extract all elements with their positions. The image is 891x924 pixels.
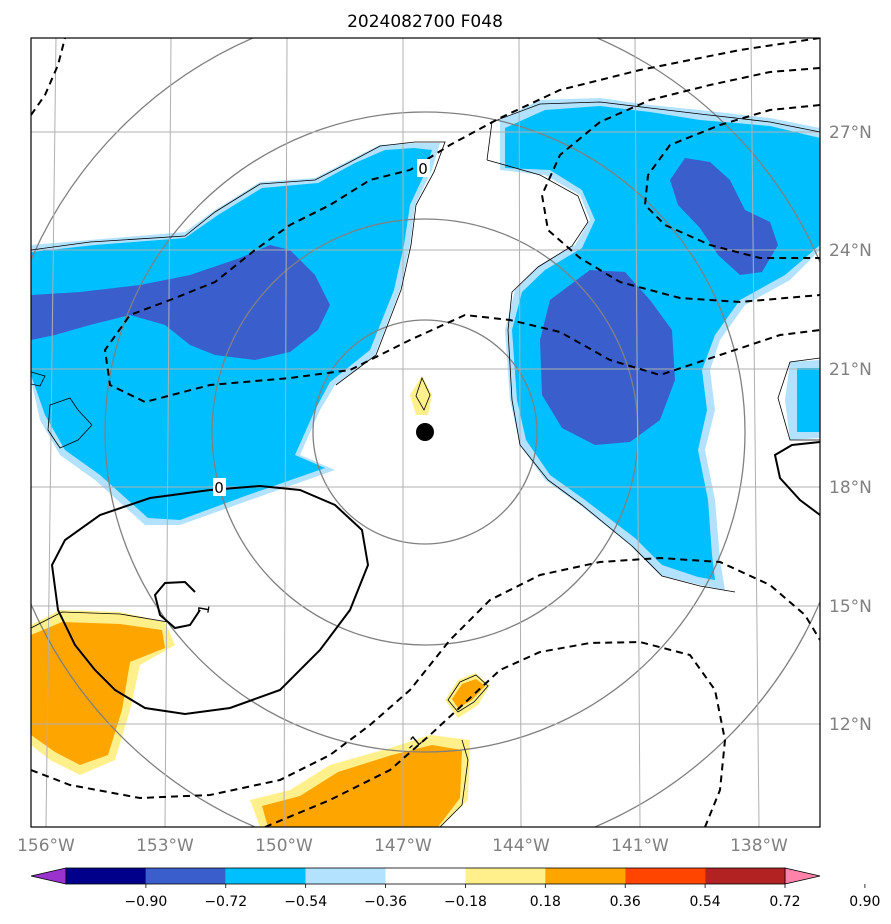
negative-region-east-edge-core	[797, 368, 820, 432]
contour-label-zero-southwest: 0	[214, 479, 224, 497]
contour-label-zero-north: 0	[418, 160, 428, 178]
colorbar-extend-high	[784, 867, 821, 885]
dashed-contour-northwest-corner	[31, 38, 66, 116]
colorbar-tick-label: 0.54	[690, 894, 721, 910]
contour-label-one: 1	[194, 603, 213, 616]
colorbar-segment	[385, 868, 466, 884]
island-outline-west-small	[31, 371, 46, 387]
contour-label-bg-1	[417, 159, 430, 177]
colorbar-segment	[145, 868, 226, 884]
figure-title: 2024082700 F048	[347, 12, 503, 32]
colorbar-frame	[65, 867, 786, 885]
meridian-156w	[45, 38, 57, 827]
lat-label: 15°N	[829, 597, 872, 617]
lon-label: 153°W	[136, 836, 194, 856]
meridian-153w	[164, 38, 172, 827]
colorbar-segment	[305, 868, 386, 884]
meridian-141w	[634, 38, 641, 827]
colorbar-tick-label: −0.36	[364, 894, 407, 910]
lat-label: 18°N	[829, 478, 872, 498]
meridian-150w	[283, 38, 288, 827]
outline-northwest-band	[31, 141, 446, 386]
dashed-contour-northeast-loop	[643, 104, 820, 259]
lat-label: 12°N	[829, 715, 872, 735]
outline-northeast-west-edge	[486, 159, 736, 593]
colorbar-tick-label: 0.90	[849, 894, 880, 910]
colorbar-extend-low	[30, 867, 67, 885]
solid-contour-zero-southwest	[50, 484, 370, 716]
lon-label: 150°W	[255, 836, 313, 856]
outline-positive-southwest	[31, 611, 169, 629]
contour-label-bg-2	[213, 478, 226, 496]
colorbar: −0.90 −0.72 −0.54 −0.36 −0.18 0.18 0.36 0.54 0.7…	[30, 867, 880, 910]
outline-positive-south	[439, 739, 469, 827]
colorbar-tick-label: 0.72	[769, 894, 800, 910]
positive-region-southwest-core	[31, 622, 165, 765]
outline-east-edge	[777, 357, 820, 441]
colorbar-tick-label: 0.36	[610, 894, 641, 910]
dashed-contour-zero-north	[103, 38, 820, 404]
region-outlines	[31, 101, 820, 827]
positive-spot-center	[410, 376, 432, 415]
island-outline-west	[47, 397, 93, 449]
lat-axis: 27°N 24°N 21°N 18°N 15°N 12°N	[829, 123, 872, 735]
lat-label: 21°N	[829, 360, 872, 380]
outline-northeast-band	[486, 101, 820, 161]
map-frame	[30, 37, 821, 828]
graticule	[31, 38, 820, 827]
lat-label: 27°N	[829, 123, 872, 143]
lon-label: 138°W	[730, 836, 788, 856]
range-ring-outer	[104, 111, 746, 753]
colorbar-segment	[625, 868, 706, 884]
solid-contour-one-loop	[153, 580, 201, 630]
solid-contour-east	[773, 441, 820, 516]
strong-negative-region-far-northeast	[670, 158, 778, 275]
dashed-contour-northeast-middle	[540, 67, 820, 304]
lon-label: 147°W	[374, 836, 432, 856]
solid-contours	[50, 441, 820, 716]
lon-label: 144°W	[492, 836, 550, 856]
dashed-contour-south-outer	[31, 556, 820, 800]
colorbar-segment	[545, 868, 626, 884]
colorbar-segment	[225, 868, 306, 884]
dashed-contours	[31, 38, 820, 827]
colorbar-segment	[705, 868, 785, 884]
colorbar-segment	[66, 868, 146, 884]
outline-positive-spot	[447, 674, 489, 713]
lon-label: 156°W	[17, 836, 75, 856]
lon-label: 141°W	[611, 836, 669, 856]
colorbar-tick-label: −0.54	[284, 894, 327, 910]
lon-axis: 156°W 153°W 150°W 147°W 144°W 141°W 138°…	[17, 836, 788, 856]
colorbar-tick-label: 0.18	[530, 894, 561, 910]
range-ring-inner	[312, 319, 538, 545]
range-ring-middle	[211, 218, 639, 646]
colorbar-segment	[465, 868, 546, 884]
colorbar-tick-label: −0.90	[124, 894, 167, 910]
dashed-contour-south-inner	[264, 640, 727, 827]
positive-spot-south-central-core	[452, 679, 485, 708]
colorbar-tick-label: −0.72	[204, 894, 247, 910]
colorbar-tick-label: −0.18	[444, 894, 487, 910]
lat-label: 24°N	[829, 241, 872, 261]
outline-positive-center	[415, 376, 431, 411]
strong-negative-region-northwest	[31, 245, 330, 360]
storm-center-dot	[416, 423, 434, 441]
meridian-138w	[750, 38, 760, 827]
range-rings	[31, 38, 820, 827]
map-panel: 0 0 1 -1	[30, 37, 821, 828]
